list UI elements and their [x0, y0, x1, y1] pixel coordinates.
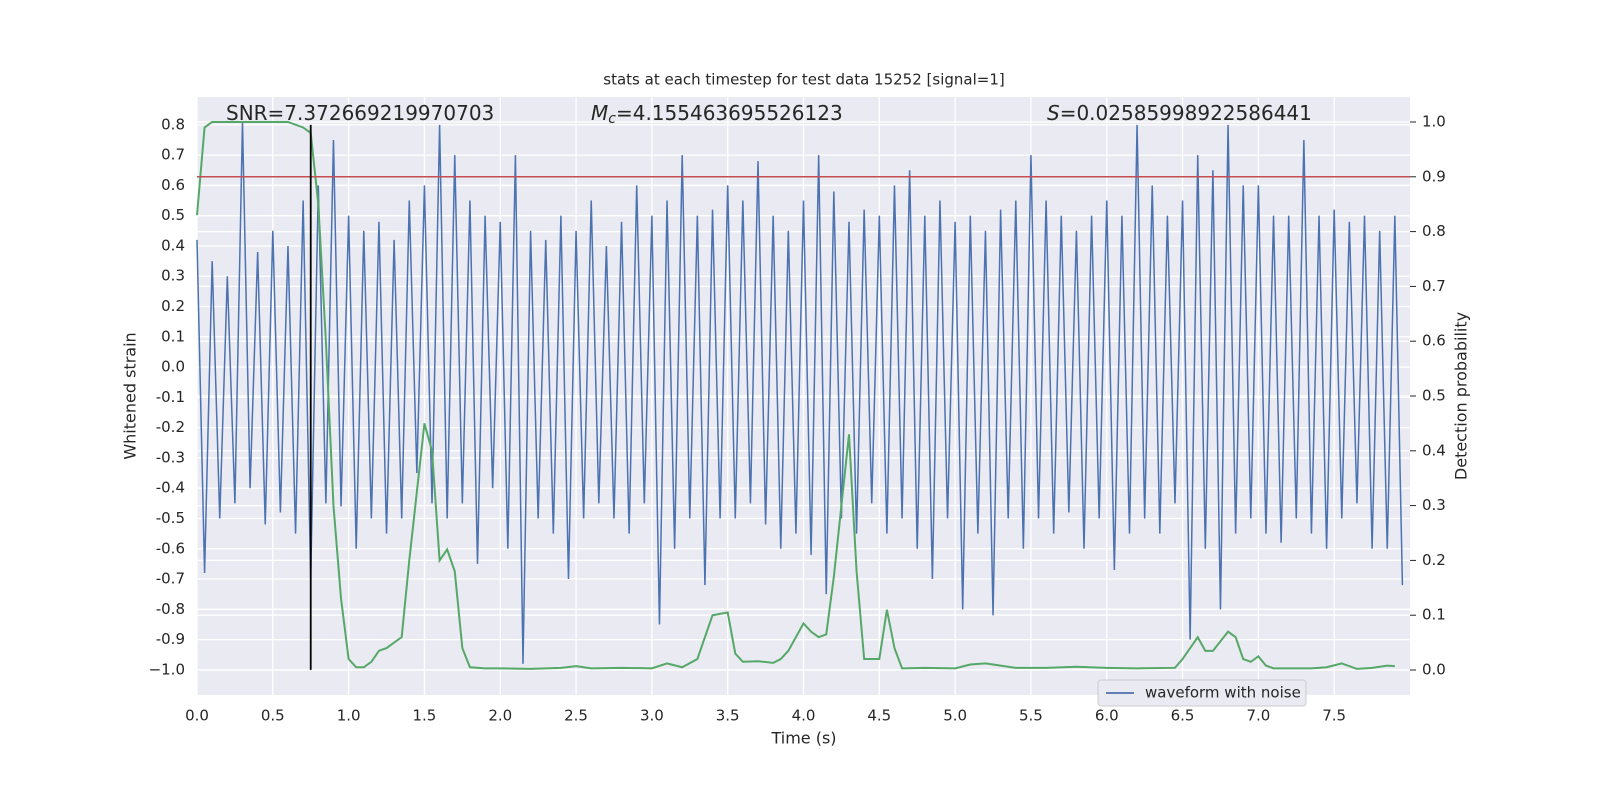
- x-tick-label: 2.0: [488, 707, 512, 725]
- x-tick-label: 4.5: [867, 707, 891, 725]
- y2-tick-label: 0.3: [1422, 496, 1446, 514]
- legend-label: waveform with noise: [1145, 684, 1301, 702]
- y-tick-label: 0.1: [161, 327, 185, 345]
- y-tick-label: -0.1: [156, 388, 185, 406]
- data-line: [196, 120, 1395, 670]
- x-tick-label: 7.5: [1322, 707, 1346, 725]
- x-tick-label: 1.5: [413, 707, 437, 725]
- y-tick-label: 0.0: [161, 358, 185, 376]
- y-tick-label: 0.5: [161, 206, 185, 224]
- y-tick-label: 0.2: [161, 297, 185, 315]
- x-tick-label: 2.5: [564, 707, 588, 725]
- annotation-subscript: c: [608, 111, 616, 127]
- y2-tick-label: 0.4: [1422, 441, 1446, 459]
- y-tick-label: 0.3: [161, 267, 185, 285]
- y2-tick-label: 0.9: [1422, 167, 1446, 185]
- y2-tick-label: 0.5: [1422, 387, 1446, 405]
- annotation: SNR=7.372669219970703: [226, 101, 494, 125]
- y2-tick-label: 0.0: [1422, 661, 1446, 679]
- chart-title: stats at each timestep for test data 152…: [603, 71, 1004, 89]
- x-tick-label: 6.0: [1095, 707, 1119, 725]
- y2-tick-label: 1.0: [1422, 112, 1446, 130]
- annotation-symbol: M: [591, 101, 608, 125]
- x-tick-label: 1.0: [337, 707, 361, 725]
- legend: waveform with noise: [1097, 679, 1307, 707]
- x-tick-label: 5.0: [943, 707, 967, 725]
- y-axis-label: Whitened strain: [121, 332, 140, 459]
- y-tick-label: -0.7: [156, 570, 185, 588]
- y-tick-label: 0.7: [161, 146, 185, 164]
- x-tick-label: 5.5: [1019, 707, 1043, 725]
- x-tick-label: 4.0: [792, 707, 816, 725]
- y-tick-label: -0.3: [156, 448, 185, 466]
- y-tick-label: -0.6: [156, 539, 185, 557]
- x-tick-label: 7.0: [1246, 707, 1270, 725]
- y-tick-label: -0.8: [156, 600, 185, 618]
- y-tick-label: 0.6: [161, 176, 185, 194]
- y-tick-label: 0.4: [161, 236, 185, 254]
- y-tick-label: -0.2: [156, 418, 185, 436]
- annotation: S=0.02585998922586441: [1047, 101, 1312, 125]
- annotation: Mc=4.155463695526123: [591, 101, 843, 128]
- y2-axis-label: Detection probability: [1452, 312, 1471, 480]
- y2-tick-label: 0.8: [1422, 222, 1446, 240]
- y-tick-label: -0.5: [156, 509, 185, 527]
- data-line: [196, 121, 1404, 664]
- y-tick-label: -0.9: [156, 630, 185, 648]
- y-tick-label: 0.8: [161, 115, 185, 133]
- annotation-text: SNR=7.372669219970703: [226, 101, 494, 125]
- y2-tick-label: 0.7: [1422, 277, 1446, 295]
- y2-tick-label: 0.1: [1422, 606, 1446, 624]
- x-tick-label: 0.0: [185, 707, 209, 725]
- y-tick-label: -0.4: [156, 479, 185, 497]
- y-tick-label: −1.0: [149, 660, 185, 678]
- x-tick-label: 0.5: [261, 707, 285, 725]
- x-tick-label: 6.5: [1171, 707, 1195, 725]
- x-tick-label: 3.0: [640, 707, 664, 725]
- y2-tick-label: 0.6: [1422, 332, 1446, 350]
- annotation-symbol: S: [1047, 101, 1060, 125]
- legend-box: [1097, 679, 1307, 707]
- annotation-text: =4.155463695526123: [616, 101, 843, 125]
- y2-tick-label: 0.2: [1422, 551, 1446, 569]
- x-tick-label: 3.5: [716, 707, 740, 725]
- annotation-text: =0.02585998922586441: [1060, 101, 1312, 125]
- x-axis-label: Time (s): [770, 729, 836, 748]
